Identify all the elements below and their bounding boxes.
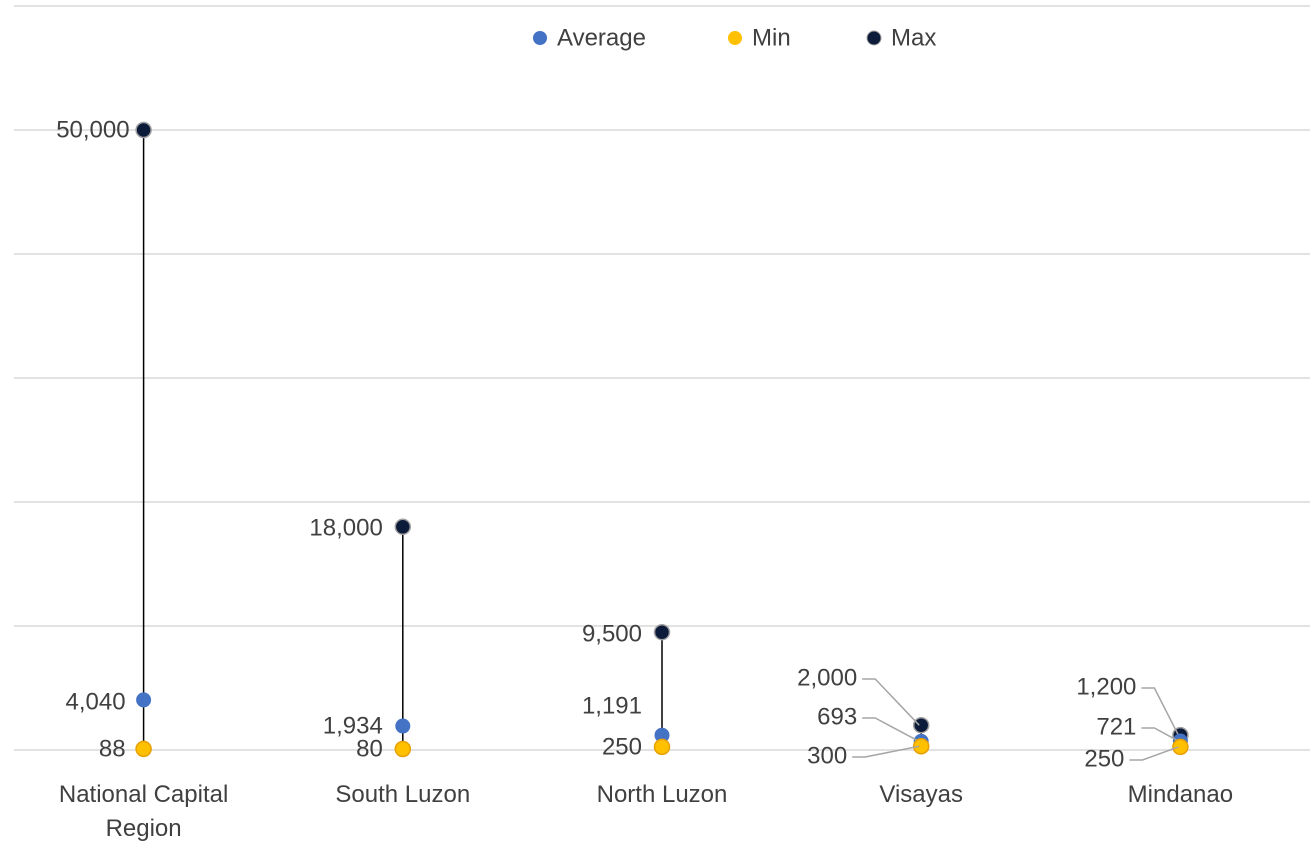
data-label: 250 <box>1084 745 1124 772</box>
dot <box>912 738 930 755</box>
data-label: 721 <box>1096 713 1136 740</box>
dot <box>136 692 152 708</box>
legend-label: Average <box>557 24 646 51</box>
x-tick-label: South Luzon <box>335 781 471 808</box>
x-tick-label: Visayas <box>879 781 963 808</box>
legend-label: Max <box>891 24 936 51</box>
data-label: 1,934 <box>323 712 383 739</box>
dot <box>395 718 411 734</box>
data-label: 2,000 <box>797 664 857 691</box>
leader-line <box>852 745 920 758</box>
data-label: 88 <box>99 735 126 762</box>
dot <box>653 623 671 641</box>
dot <box>1172 738 1189 756</box>
leader-line <box>1141 687 1180 736</box>
x-tick-label: North Luzon <box>596 781 728 808</box>
legend-marker <box>533 31 547 45</box>
legend-marker <box>866 30 882 46</box>
dot <box>912 716 930 734</box>
data-label: 250 <box>602 733 642 760</box>
data-label: 80 <box>356 735 383 762</box>
data-label: 300 <box>807 742 847 769</box>
dot <box>135 740 152 758</box>
leader-line <box>862 678 920 726</box>
leader-line <box>1129 746 1179 761</box>
data-label: 1,191 <box>582 692 642 719</box>
leader-line <box>1141 727 1179 742</box>
dot <box>394 740 412 758</box>
dot <box>654 727 670 743</box>
data-label: 18,000 <box>309 514 382 541</box>
data-label: 9,500 <box>582 620 642 647</box>
dot <box>135 121 152 139</box>
leader-line <box>862 717 920 743</box>
x-tick-label: National Capital Region <box>58 781 229 842</box>
data-label: 50,000 <box>56 116 129 143</box>
data-label: 1,200 <box>1076 673 1136 700</box>
x-tick-label: Mindanao <box>1127 781 1234 808</box>
data-label: 4,040 <box>66 688 126 715</box>
legend-label: Min <box>752 24 791 51</box>
data-label: 693 <box>817 703 857 730</box>
legend-marker <box>728 31 742 45</box>
dot <box>394 518 412 536</box>
dot <box>653 738 671 756</box>
